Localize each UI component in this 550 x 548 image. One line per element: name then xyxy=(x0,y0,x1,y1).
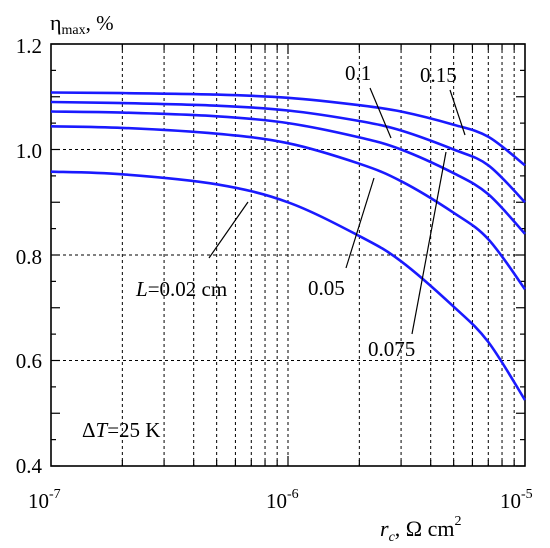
label-0.15: 0.15 xyxy=(420,63,457,87)
y-tick-label: 1.2 xyxy=(16,34,42,58)
y-tick-label: 1.0 xyxy=(16,139,42,163)
series-lines xyxy=(50,91,527,401)
annotation-leaders xyxy=(208,87,466,335)
grid xyxy=(51,44,525,466)
x-tick-label: 10-6 xyxy=(266,487,299,513)
series-line-0.05 xyxy=(50,125,527,291)
leader-0.15 xyxy=(449,89,466,136)
series-line-0.075 xyxy=(50,110,526,235)
condition-label: ΔT=25 K xyxy=(82,418,160,442)
x-tick-label: 10-7 xyxy=(28,487,61,513)
x-axis-label: rc, Ω cm2 xyxy=(380,514,462,545)
leader-0.05 xyxy=(345,177,375,269)
y-axis-label: ηmax, % xyxy=(50,10,114,38)
x-tick-label: 10-5 xyxy=(500,487,533,513)
x-tick-labels: 10-7 10-6 10-5 xyxy=(28,487,533,513)
label-0.02: L=0.02 cm xyxy=(135,277,227,301)
y-tick-label: 0.8 xyxy=(16,245,42,269)
label-0.1: 0.1 xyxy=(345,61,371,85)
leader-0.1 xyxy=(369,87,392,139)
series-line-0.1 xyxy=(50,100,526,204)
axis-ticks xyxy=(51,43,525,467)
y-tick-label: 0.6 xyxy=(16,349,42,373)
leader-0.02 xyxy=(208,201,249,259)
series-line-0.15 xyxy=(50,91,526,167)
y-tick-labels: 0.4 0.6 0.8 1.0 1.2 xyxy=(16,34,43,478)
y-tick-label: 0.4 xyxy=(16,454,43,478)
leader-0.075 xyxy=(411,151,447,335)
label-0.075: 0.075 xyxy=(368,337,415,361)
label-0.05: 0.05 xyxy=(308,276,345,300)
